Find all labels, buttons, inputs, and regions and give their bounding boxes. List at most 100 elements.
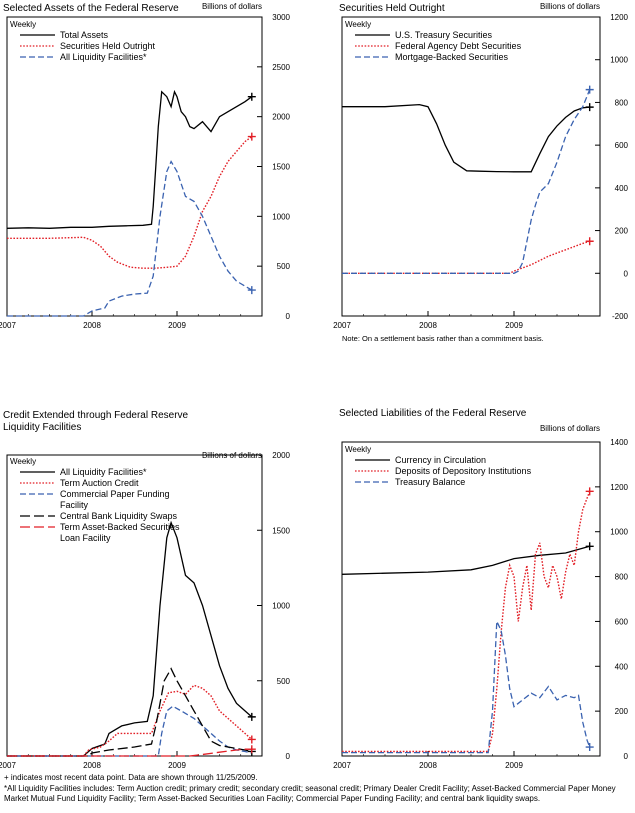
y-tick-label: 3000 — [272, 13, 290, 22]
frequency-label: Weekly — [345, 20, 371, 29]
x-tick-label: 2009 — [168, 321, 186, 330]
y-tick-label: 600 — [615, 141, 629, 150]
legend-label-3: Commercial Paper Funding — [60, 489, 170, 499]
chart-title-line-2: Liquidity Facilities — [3, 422, 81, 433]
last-data-point-marker — [247, 712, 256, 721]
y-tick-label: 800 — [615, 98, 629, 107]
y-tick-label: 400 — [615, 662, 629, 671]
series-line-2 — [7, 136, 253, 269]
x-tick-label: 2009 — [505, 761, 523, 770]
y-tick-label: 200 — [615, 707, 629, 716]
series-line-1 — [6, 89, 253, 229]
series-line-2 — [342, 240, 590, 274]
x-tick-label: 2007 — [333, 761, 351, 770]
chart-note: Note: On a settlement basis rather than … — [342, 334, 544, 343]
x-tick-label: 2009 — [168, 761, 186, 770]
y-tick-label: 800 — [615, 573, 629, 582]
x-tick-label: 2007 — [0, 761, 16, 770]
series-line-3 — [7, 160, 253, 317]
chart-title-line-1: Credit Extended through Federal Reserve — [3, 410, 189, 421]
last-data-point-marker — [585, 85, 594, 94]
legend-label-3: Mortgage-Backed Securities — [395, 52, 509, 62]
legend-label-3-cont: Facility — [60, 500, 89, 510]
x-tick-label: 2007 — [0, 321, 16, 330]
last-data-point-marker — [247, 735, 256, 744]
legend-label-4: Central Bank Liquidity Swaps — [60, 511, 178, 521]
y-tick-label: 600 — [615, 617, 629, 626]
y-tick-label: 1500 — [272, 163, 290, 172]
legend-label-3: All Liquidity Facilities* — [60, 52, 147, 62]
legend-label-2: Securities Held Outright — [60, 41, 156, 51]
series-line-3 — [342, 89, 591, 274]
series-line-2 — [342, 491, 591, 753]
legend-label-1: Total Assets — [60, 30, 109, 40]
series-line-3 — [7, 705, 252, 757]
last-data-point-marker — [247, 132, 256, 141]
last-data-point-marker — [585, 487, 594, 496]
series-line-2 — [7, 684, 253, 757]
frequency-label: Weekly — [345, 445, 371, 454]
y-tick-label: 0 — [286, 752, 291, 761]
y-tick-label: 500 — [277, 262, 291, 271]
marker-footnote: + indicates most recent data point. Data… — [4, 773, 258, 782]
frequency-label: Weekly — [10, 457, 36, 466]
legend-label-2: Federal Agency Debt Securities — [395, 41, 522, 51]
legend-label-5: Term Asset-Backed Securities — [60, 522, 180, 532]
series-line-1 — [341, 545, 590, 575]
legend-label-2: Deposits of Depository Institutions — [395, 466, 532, 476]
unit-label: Billions of dollars — [540, 424, 600, 433]
chart-title: Selected Assets of the Federal Reserve — [3, 3, 179, 14]
frequency-label: Weekly — [10, 20, 36, 29]
x-tick-label: 2009 — [505, 321, 523, 330]
series-line-1 — [7, 520, 253, 757]
last-data-point-marker — [585, 542, 594, 551]
x-tick-label: 2008 — [419, 321, 437, 330]
y-tick-label: 1000 — [272, 602, 290, 611]
chart-title: Selected Liabilities of the Federal Rese… — [339, 408, 527, 419]
legend-label-1: Currency in Circulation — [395, 455, 486, 465]
chart-title: Securities Held Outright — [339, 3, 445, 14]
last-data-point-marker — [585, 237, 594, 246]
legend-label-1: All Liquidity Facilities* — [60, 467, 147, 477]
y-tick-label: 2500 — [272, 63, 290, 72]
y-tick-label: 1000 — [610, 528, 628, 537]
chart-panel-4: Selected Liabilities of the Federal Rese… — [333, 408, 628, 770]
y-tick-label: 2000 — [272, 451, 290, 460]
legend-label-1: U.S. Treasury Securities — [395, 30, 493, 40]
plot-frame — [6, 454, 263, 757]
x-tick-label: 2008 — [419, 761, 437, 770]
legend-label-3: Treasury Balance — [395, 477, 465, 487]
y-tick-label: 0 — [624, 269, 629, 278]
y-tick-label: -200 — [612, 312, 629, 321]
y-tick-label: 1200 — [610, 13, 628, 22]
y-tick-label: 1000 — [610, 56, 628, 65]
y-tick-label: 200 — [615, 227, 629, 236]
chart-panel-1: Selected Assets of the Federal Reserve Bi… — [0, 2, 291, 330]
y-tick-label: 2000 — [272, 113, 290, 122]
last-data-point-marker — [585, 743, 594, 752]
unit-label: Billions of dollars — [202, 2, 262, 11]
liquidity-footnote: *All Liquidity Facilities includes: Term… — [4, 784, 616, 803]
x-tick-label: 2008 — [83, 761, 101, 770]
series-line-1 — [342, 103, 590, 173]
y-tick-label: 1400 — [610, 438, 628, 447]
last-data-point-marker — [247, 92, 256, 101]
y-tick-label: 1500 — [272, 526, 290, 535]
last-data-point-marker — [247, 745, 256, 754]
series-line-4 — [7, 667, 252, 757]
unit-label: Billions of dollars — [540, 2, 600, 11]
unit-label: Billions of dollars — [202, 451, 262, 460]
y-tick-label: 1200 — [610, 483, 628, 492]
chart-panel-3: Credit Extended through Federal ReserveL… — [0, 410, 291, 770]
y-tick-label: 0 — [624, 752, 629, 761]
series-line-3 — [342, 621, 591, 754]
y-tick-label: 500 — [277, 677, 291, 686]
last-data-point-marker — [247, 286, 256, 295]
plot-frame — [341, 441, 601, 757]
last-data-point-marker — [585, 103, 594, 112]
y-tick-label: 0 — [286, 312, 291, 321]
y-tick-label: 1000 — [272, 212, 290, 221]
chart-panel-2: Securities Held Outright Billions of doll… — [333, 2, 628, 343]
x-tick-label: 2008 — [83, 321, 101, 330]
